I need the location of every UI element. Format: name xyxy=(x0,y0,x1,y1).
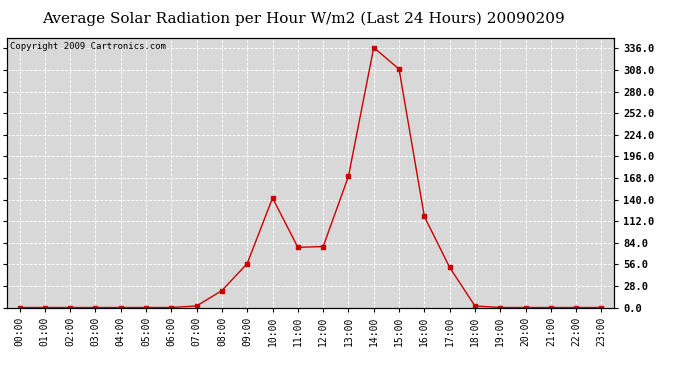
Text: Copyright 2009 Cartronics.com: Copyright 2009 Cartronics.com xyxy=(10,42,166,51)
Text: Average Solar Radiation per Hour W/m2 (Last 24 Hours) 20090209: Average Solar Radiation per Hour W/m2 (L… xyxy=(42,11,565,26)
